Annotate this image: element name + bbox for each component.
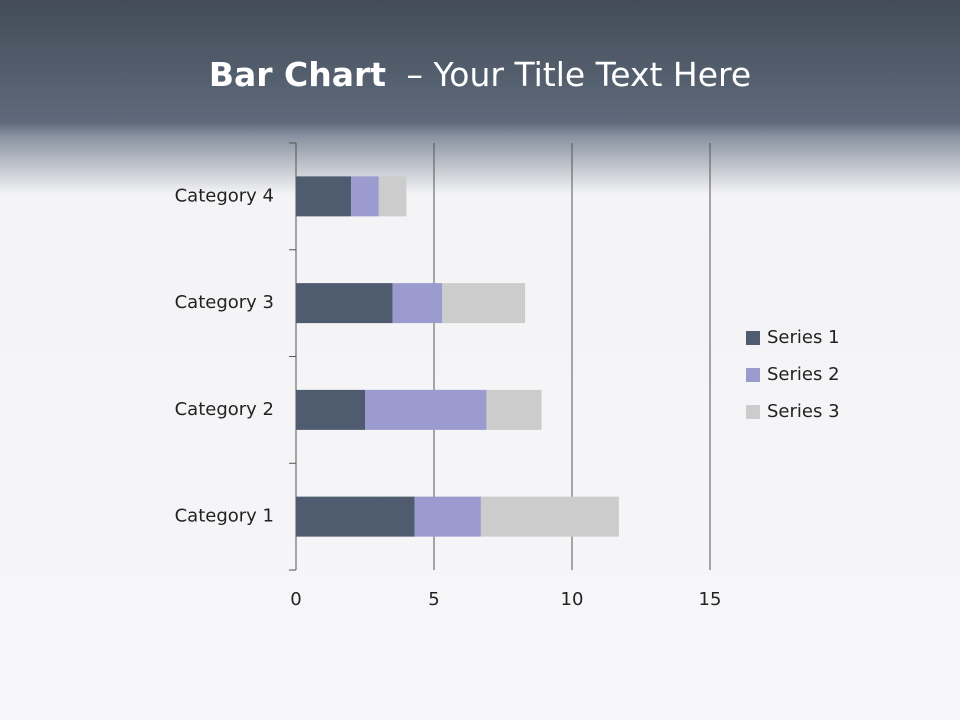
x-tick-label: 0 [290, 589, 301, 610]
y-tick-label: Category 1 [175, 506, 274, 527]
bar-segment [296, 389, 365, 430]
title-rest: – Your Title Text Here [407, 55, 752, 94]
slide-title: Bar Chart – Your Title Text Here [209, 55, 751, 94]
legend-swatch [746, 405, 760, 419]
bar-segment [378, 176, 407, 217]
bar-segment [365, 389, 487, 430]
legend-label: Series 3 [767, 401, 840, 422]
x-tick-label: 15 [699, 589, 722, 610]
bar-segment [486, 389, 542, 430]
bar-segment [351, 176, 379, 217]
bar-segment [442, 283, 526, 324]
y-tick-label: Category 2 [175, 399, 274, 420]
legend-label: Series 1 [767, 327, 840, 348]
bar-segment [480, 496, 619, 537]
legend-label: Series 2 [767, 364, 840, 385]
title-bold: Bar Chart [209, 55, 386, 94]
x-tick-label: 5 [428, 589, 439, 610]
y-tick-label: Category 4 [175, 185, 274, 206]
x-tick-label: 10 [561, 589, 584, 610]
bar-segment [296, 283, 393, 324]
bar-segment [414, 496, 481, 537]
legend-swatch [746, 331, 760, 345]
bar-segment [392, 283, 443, 324]
bar-segment [296, 496, 415, 537]
bar-segment [296, 176, 352, 217]
legend-swatch [746, 368, 760, 382]
y-tick-label: Category 3 [175, 292, 274, 313]
